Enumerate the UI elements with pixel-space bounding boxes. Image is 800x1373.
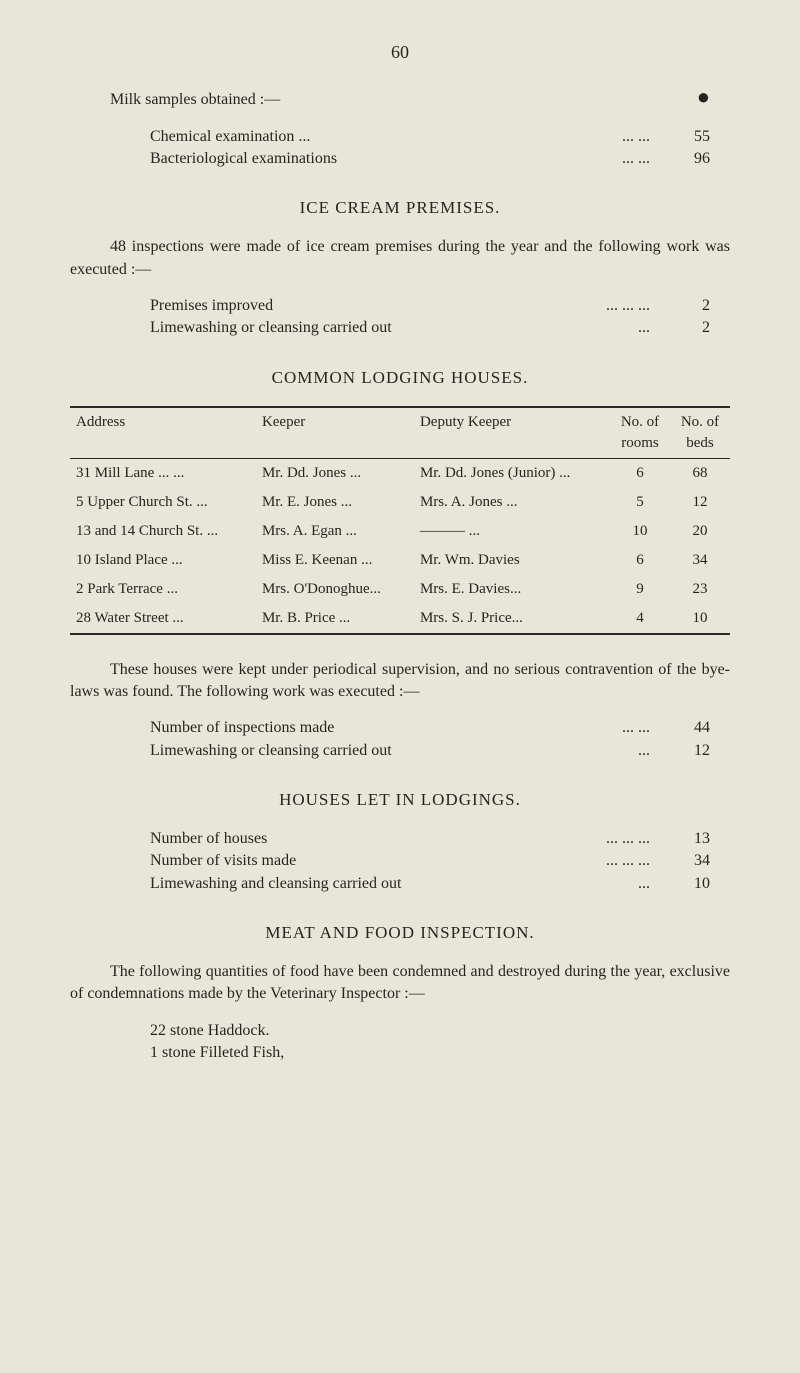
list-dots: ... [638, 317, 650, 339]
list-value: 44 [670, 717, 710, 739]
meat-section: MEAT AND FOOD INSPECTION. The following … [70, 921, 730, 1064]
list-row: Limewashing or cleansing carried out ...… [150, 740, 710, 762]
cell-address: 10 Island Place ... [70, 546, 256, 575]
list-row: Number of houses ... ... ... 13 [150, 828, 710, 850]
list-value: 55 [670, 126, 710, 148]
cell-rooms: 4 [610, 604, 670, 634]
list-row: Bacteriological examinations ... ... 96 [150, 148, 710, 170]
table-col-address: Address [70, 407, 256, 459]
list-dots: ... ... ... [606, 828, 650, 850]
cell-beds: 68 [670, 458, 730, 488]
cell-beds: 23 [670, 575, 730, 604]
ice-cream-para: 48 inspections were made of ice cream pr… [70, 236, 730, 281]
cell-rooms: 6 [610, 546, 670, 575]
milk-section: Milk samples obtained :— Chemical examin… [70, 89, 730, 170]
cell-address: 31 Mill Lane ... ... [70, 458, 256, 488]
table-col-keeper: Keeper [256, 407, 414, 459]
list-row: Chemical examination ... ... ... 55 [150, 126, 710, 148]
list-dots: ... [638, 740, 650, 762]
cell-rooms: 6 [610, 458, 670, 488]
list-label: Bacteriological examinations [150, 148, 602, 170]
cell-rooms: 5 [610, 488, 670, 517]
cell-keeper: Mrs. O'Donoghue... [256, 575, 414, 604]
cell-keeper: Mr. E. Jones ... [256, 488, 414, 517]
cell-address: 2 Park Terrace ... [70, 575, 256, 604]
table-row: 5 Upper Church St. ... Mr. E. Jones ... … [70, 488, 730, 517]
cell-keeper: Mr. Dd. Jones ... [256, 458, 414, 488]
list-dots: ... ... [622, 148, 650, 170]
table-col-beds: No. of beds [670, 407, 730, 459]
lodging-table: Address Keeper Deputy Keeper No. of room… [70, 406, 730, 635]
lodgings-let-section: HOUSES LET IN LODGINGS. Number of houses… [70, 788, 730, 895]
list-row: Limewashing or cleansing carried out ...… [150, 317, 710, 339]
cell-deputy: Mrs. E. Davies... [414, 575, 610, 604]
list-label: Limewashing and cleansing carried out [150, 873, 618, 895]
cell-address: 13 and 14 Church St. ... [70, 517, 256, 546]
list-label: Number of inspections made [150, 717, 602, 739]
list-dots: ... ... ... [606, 295, 650, 317]
list-label: Chemical examination ... [150, 126, 602, 148]
table-row: 2 Park Terrace ... Mrs. O'Donoghue... Mr… [70, 575, 730, 604]
lodging-after-para: These houses were kept under periodical … [70, 659, 730, 704]
cell-beds: 12 [670, 488, 730, 517]
cell-beds: 34 [670, 546, 730, 575]
cell-beds: 20 [670, 517, 730, 546]
cell-deputy: Mrs. S. J. Price... [414, 604, 610, 634]
table-col-rooms: No. of rooms [610, 407, 670, 459]
cell-keeper: Mr. B. Price ... [256, 604, 414, 634]
cell-beds: 10 [670, 604, 730, 634]
corner-bullet-icon: ● [697, 82, 710, 113]
meat-heading: MEAT AND FOOD INSPECTION. [70, 921, 730, 945]
meat-item: 22 stone Haddock. [150, 1020, 730, 1042]
list-dots: ... ... [622, 126, 650, 148]
milk-title: Milk samples obtained :— [70, 89, 730, 111]
table-col-deputy: Deputy Keeper [414, 407, 610, 459]
list-label: Number of visits made [150, 850, 586, 872]
cell-deputy: ——— ... [414, 517, 610, 546]
list-dots: ... ... [622, 717, 650, 739]
ice-cream-heading: ICE CREAM PREMISES. [70, 196, 730, 220]
cell-address: 5 Upper Church St. ... [70, 488, 256, 517]
list-dots: ... ... ... [606, 850, 650, 872]
lodgings-let-heading: HOUSES LET IN LODGINGS. [70, 788, 730, 812]
cell-deputy: Mrs. A. Jones ... [414, 488, 610, 517]
ice-cream-section: ICE CREAM PREMISES. 48 inspections were … [70, 196, 730, 339]
lodging-heading: COMMON LODGING HOUSES. [70, 366, 730, 390]
lodging-section: COMMON LODGING HOUSES. Address Keeper De… [70, 366, 730, 762]
cell-deputy: Mr. Wm. Davies [414, 546, 610, 575]
table-row: 10 Island Place ... Miss E. Keenan ... M… [70, 546, 730, 575]
table-row: 31 Mill Lane ... ... Mr. Dd. Jones ... M… [70, 458, 730, 488]
page-number: 60 [70, 40, 730, 65]
table-row: 28 Water Street ... Mr. B. Price ... Mrs… [70, 604, 730, 634]
list-value: 34 [670, 850, 710, 872]
list-row: Number of visits made ... ... ... 34 [150, 850, 710, 872]
meat-para: The following quantities of food have be… [70, 961, 730, 1006]
cell-keeper: Miss E. Keenan ... [256, 546, 414, 575]
list-row: Premises improved ... ... ... 2 [150, 295, 710, 317]
list-value: 13 [670, 828, 710, 850]
meat-item: 1 stone Filleted Fish, [150, 1042, 730, 1064]
cell-rooms: 10 [610, 517, 670, 546]
cell-address: 28 Water Street ... [70, 604, 256, 634]
cell-rooms: 9 [610, 575, 670, 604]
list-value: 96 [670, 148, 710, 170]
list-row: Number of inspections made ... ... 44 [150, 717, 710, 739]
cell-keeper: Mrs. A. Egan ... [256, 517, 414, 546]
list-dots: ... [638, 873, 650, 895]
list-label: Premises improved [150, 295, 586, 317]
list-label: Number of houses [150, 828, 586, 850]
table-row: 13 and 14 Church St. ... Mrs. A. Egan ..… [70, 517, 730, 546]
list-value: 10 [670, 873, 710, 895]
table-header-row: Address Keeper Deputy Keeper No. of room… [70, 407, 730, 459]
list-value: 2 [670, 295, 710, 317]
cell-deputy: Mr. Dd. Jones (Junior) ... [414, 458, 610, 488]
list-value: 2 [670, 317, 710, 339]
list-label: Limewashing or cleansing carried out [150, 740, 618, 762]
list-row: Limewashing and cleansing carried out ..… [150, 873, 710, 895]
meat-list: 22 stone Haddock. 1 stone Filleted Fish, [150, 1020, 730, 1065]
list-value: 12 [670, 740, 710, 762]
list-label: Limewashing or cleansing carried out [150, 317, 618, 339]
